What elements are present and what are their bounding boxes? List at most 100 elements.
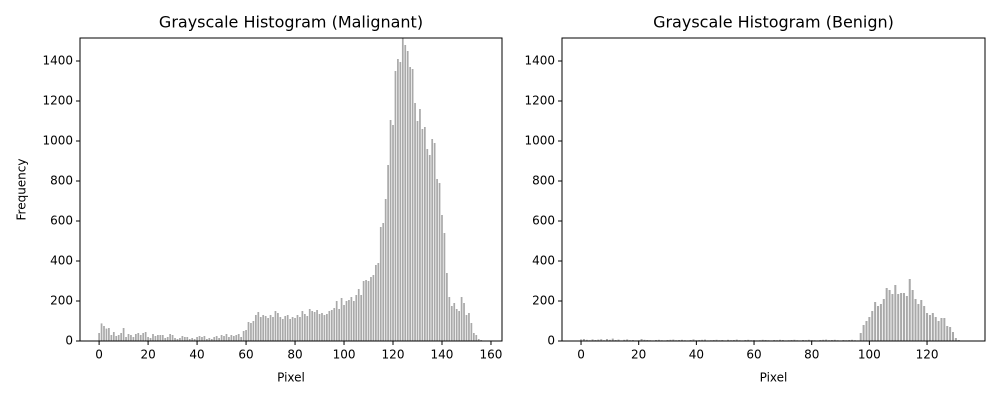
bar <box>240 337 243 341</box>
bar <box>235 335 238 341</box>
bar <box>460 297 463 341</box>
bar <box>365 280 367 341</box>
x-tick-label: 120 <box>916 348 939 362</box>
y-tick-label: 600 <box>50 214 73 228</box>
bar <box>409 67 412 341</box>
y-tick-label: 0 <box>65 334 73 348</box>
bar <box>169 334 171 341</box>
bar <box>438 183 441 341</box>
x-tick-label: 40 <box>189 348 204 362</box>
bar <box>778 339 781 341</box>
bar <box>894 285 897 341</box>
bar <box>735 339 738 341</box>
bar <box>203 336 206 341</box>
x-axis-label: Pixel <box>760 371 788 385</box>
bar <box>701 339 704 341</box>
bar <box>879 304 882 341</box>
bar <box>891 294 894 341</box>
bar <box>281 319 284 341</box>
bar <box>186 337 189 341</box>
bar <box>196 337 198 341</box>
bar <box>608 339 611 341</box>
bar <box>355 295 358 341</box>
bar <box>277 313 279 341</box>
bar <box>237 334 240 341</box>
bar <box>431 139 434 341</box>
bar <box>367 281 370 341</box>
bar <box>882 299 885 341</box>
bar <box>897 294 900 341</box>
bar <box>164 338 167 341</box>
bar <box>274 311 277 341</box>
y-tick-label: 400 <box>50 254 73 268</box>
bar <box>640 339 643 341</box>
axes-frame <box>561 37 986 342</box>
bar <box>228 337 230 341</box>
bar <box>441 215 443 341</box>
y-tick-label: 1400 <box>524 54 555 68</box>
bar <box>171 335 174 341</box>
bar <box>308 309 311 341</box>
bar <box>426 149 429 341</box>
bar <box>727 339 730 341</box>
bar <box>360 295 363 341</box>
bar <box>450 306 453 341</box>
y-axis-label: Frequency <box>15 159 29 221</box>
bar <box>623 339 626 341</box>
bar <box>132 337 135 341</box>
bar <box>888 290 891 341</box>
axes-frame <box>79 37 503 342</box>
bar <box>345 301 348 341</box>
bar <box>761 339 764 341</box>
bar <box>311 311 314 341</box>
bar <box>911 290 914 341</box>
bar <box>928 315 931 341</box>
bar <box>225 334 228 341</box>
bar <box>399 62 402 341</box>
bar <box>389 120 392 341</box>
bar <box>822 339 825 341</box>
y-tick-label: 1000 <box>42 134 73 148</box>
bar <box>472 333 475 341</box>
bar <box>242 331 245 341</box>
bar <box>877 306 880 341</box>
bar <box>286 315 289 341</box>
bar <box>669 339 672 341</box>
bar <box>112 332 115 341</box>
bar <box>392 125 394 341</box>
bar <box>465 315 468 341</box>
bar <box>455 309 458 341</box>
y-tick-label: 800 <box>50 174 73 188</box>
bar <box>159 335 162 341</box>
bar <box>470 323 473 341</box>
y-tick-label: 1200 <box>42 94 73 108</box>
y-tick-label: 1200 <box>524 94 555 108</box>
bar <box>934 317 937 341</box>
bar <box>672 339 675 341</box>
bar <box>423 127 426 341</box>
y-tick-label: 0 <box>547 334 555 348</box>
bar <box>397 59 399 341</box>
bar <box>387 165 389 341</box>
bar <box>902 293 905 341</box>
bar <box>250 323 252 341</box>
bar <box>377 263 380 341</box>
bar <box>193 339 196 341</box>
bar <box>289 319 291 341</box>
bar <box>127 334 130 341</box>
x-tick-label: 140 <box>431 348 454 362</box>
bar <box>294 318 296 341</box>
bar <box>862 325 865 341</box>
bar <box>453 303 456 341</box>
x-axis-label: Pixel <box>277 371 305 385</box>
bar <box>582 339 585 341</box>
bar <box>252 321 255 341</box>
y-tick-label: 1400 <box>42 54 73 68</box>
bar <box>110 335 113 341</box>
bar <box>232 336 235 341</box>
bar <box>208 338 211 341</box>
bar <box>191 338 194 341</box>
y-tick-label: 1000 <box>524 134 555 148</box>
bar <box>421 129 424 341</box>
bar <box>591 339 594 341</box>
